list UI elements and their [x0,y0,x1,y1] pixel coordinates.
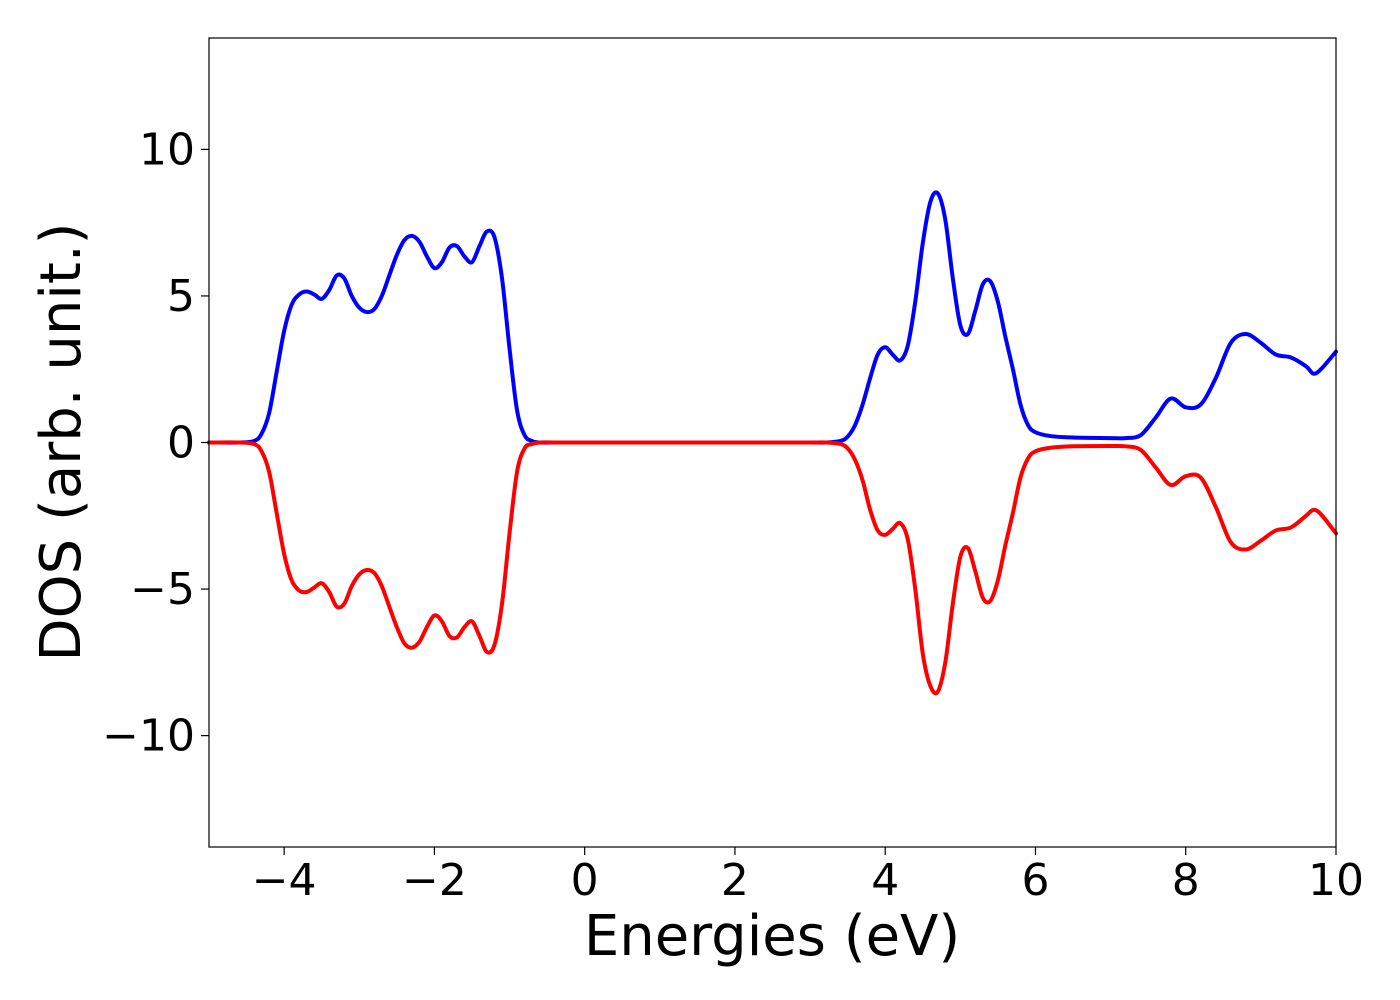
x-tick-label: 6 [1021,855,1049,906]
x-tick-label: 8 [1172,855,1200,906]
series-layer [207,190,1338,696]
y-tick-label: −10 [102,711,195,762]
x-tick-label: −2 [402,855,467,906]
y-tick-label: −5 [130,564,195,615]
y-axis-ticks: −10 −5 0 5 10 [102,124,209,762]
y-tick-label: 5 [167,271,195,322]
x-axis-ticks: −4 −2 0 2 4 6 8 10 [252,847,1364,906]
y-axis-title: DOS (arb. unit.) [29,222,94,661]
x-tick-label: 2 [721,855,749,906]
series-line-0 [207,190,1338,445]
x-axis-title: Energies (eV) [584,904,960,969]
y-tick-label: 0 [167,418,195,469]
series-line-1 [207,440,1338,696]
x-tick-label: −4 [252,855,317,906]
y-tick-label: 10 [139,124,195,175]
x-tick-label: 10 [1308,855,1364,906]
x-tick-label: 4 [871,855,899,906]
x-tick-label: 0 [571,855,599,906]
